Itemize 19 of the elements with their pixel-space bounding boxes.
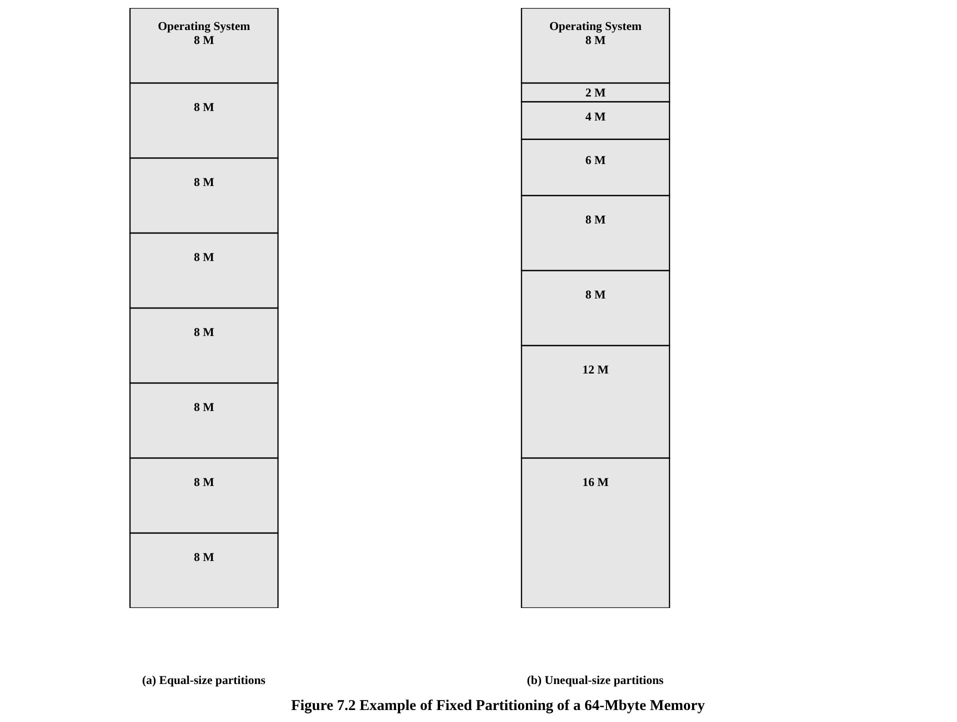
data-label: 4 M — [585, 109, 606, 124]
data-label: 2 M — [585, 85, 606, 100]
data-label: 12 M — [582, 362, 609, 376]
data-label: Operating System 8 M — [549, 19, 642, 47]
data-label: 8 M — [585, 288, 606, 302]
data-label: 16 M — [582, 475, 609, 489]
data-label: 8 M — [194, 175, 214, 189]
data-label: 8 M — [194, 250, 214, 264]
x-tick-label: (a) Equal-size partitions — [142, 673, 266, 687]
x-tick-label: (b) Unequal-size partitions — [526, 673, 664, 687]
text: Figure 7.2 Example of Fixed Partitioning of a 64-Mbyte Memory — [290, 698, 706, 715]
data-label: 8 M — [194, 325, 214, 339]
data-label: 8 M — [194, 475, 214, 489]
data-label: 8 M — [194, 400, 214, 414]
data-label: 8 M — [194, 550, 214, 564]
data-label: 8 M — [194, 100, 214, 114]
data-label: 8 M — [585, 212, 606, 226]
data-label: 6 M — [585, 153, 606, 167]
data-label: Operating System 8 M — [158, 19, 250, 47]
